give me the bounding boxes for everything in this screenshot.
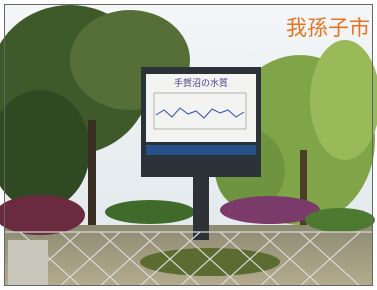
page: 手賀沼の水質 我孫子市 (() => { const data = JSON.p… (0, 0, 377, 290)
photo: 手賀沼の水質 我孫子市 (0, 0, 377, 290)
sign-title: 手賀沼の水質 (174, 77, 228, 89)
caption: 我孫子市 (286, 16, 370, 40)
post (8, 240, 48, 286)
